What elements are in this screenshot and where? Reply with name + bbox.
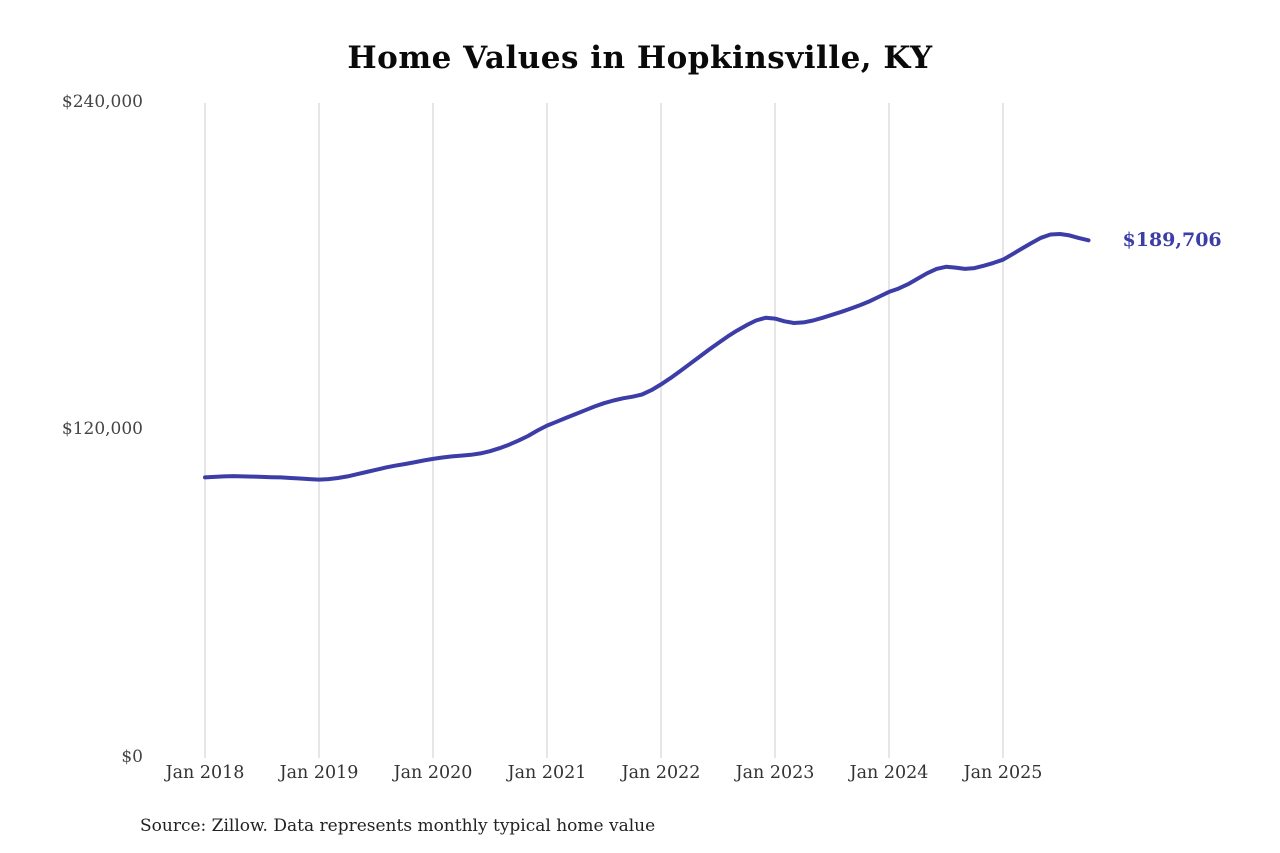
x-axis-tick-label: Jan 2022	[621, 763, 701, 783]
x-axis-tick-label: Jan 2018	[165, 763, 245, 783]
x-axis-tick-label: Jan 2025	[963, 763, 1043, 783]
latest-value-label: $189,706	[1122, 229, 1222, 252]
y-axis-tick-label: $120,000	[61, 419, 143, 439]
x-axis-tick-label: Jan 2019	[279, 763, 359, 783]
x-axis-tick-label: Jan 2023	[735, 763, 815, 783]
x-axis-tick-label: Jan 2021	[507, 763, 587, 783]
x-axis-tick-label: Jan 2020	[393, 763, 473, 783]
y-axis-tick-label: $240,000	[61, 92, 143, 112]
x-axis-tick-label: Jan 2024	[849, 763, 929, 783]
chart-title: Home Values in Hopkinsville, KY	[347, 40, 933, 76]
home-value-trend-line	[203, 232, 1091, 482]
source-note: Source: Zillow. Data represents monthly …	[140, 816, 656, 836]
y-axis-tick-label: $0	[121, 747, 143, 767]
